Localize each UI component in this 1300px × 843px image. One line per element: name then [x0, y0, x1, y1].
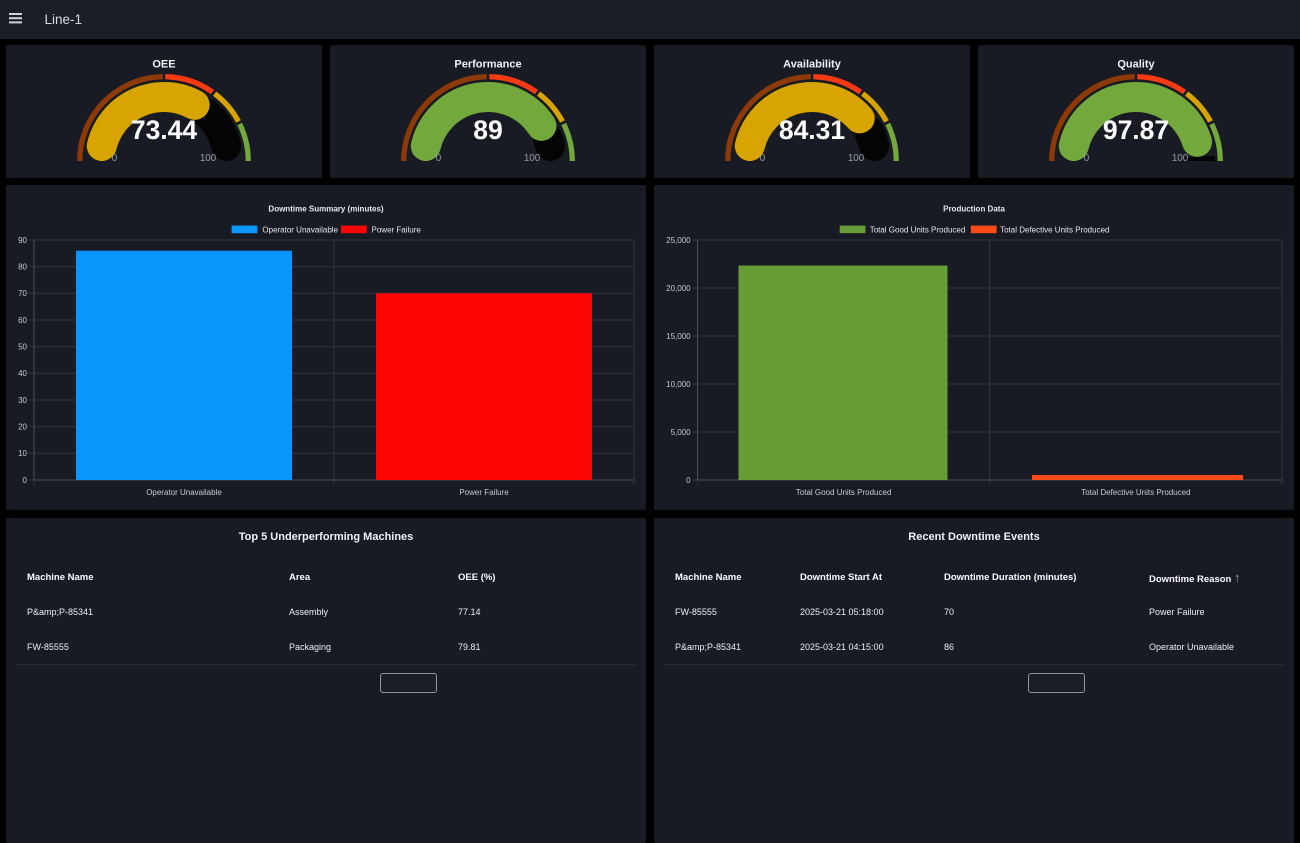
svg-text:OEE: OEE [152, 59, 175, 71]
svg-text:40: 40 [18, 369, 27, 378]
svg-text:0: 0 [1084, 153, 1090, 164]
svg-text:Operator Unavailable: Operator Unavailable [262, 225, 338, 234]
svg-text:0: 0 [112, 153, 118, 164]
svg-text:Power Failure: Power Failure [459, 488, 509, 497]
svg-text:70: 70 [18, 289, 27, 298]
svg-text:0: 0 [686, 476, 691, 485]
svg-text:100: 100 [1172, 153, 1189, 164]
svg-text:84.31: 84.31 [779, 115, 845, 145]
svg-text:100: 100 [848, 153, 865, 164]
svg-text:30: 30 [18, 396, 27, 405]
svg-text:60: 60 [18, 316, 27, 325]
svg-text:Availability: Availability [783, 59, 842, 71]
svg-text:Total Good Units Produced: Total Good Units Produced [796, 488, 892, 497]
svg-text:97.87: 97.87 [1103, 115, 1169, 145]
svg-text:Total Good Units Produced: Total Good Units Produced [870, 225, 966, 234]
svg-text:80: 80 [18, 263, 27, 272]
svg-text:0: 0 [760, 153, 766, 164]
svg-text:89: 89 [473, 115, 502, 145]
svg-text:100: 100 [200, 153, 217, 164]
svg-text:Quality: Quality [1117, 59, 1155, 71]
svg-text:100: 100 [524, 153, 541, 164]
svg-text:15,000: 15,000 [666, 332, 691, 341]
svg-text:Power Failure: Power Failure [372, 225, 422, 234]
svg-text:Performance: Performance [454, 59, 521, 71]
svg-text:10: 10 [18, 449, 27, 458]
svg-text:0: 0 [436, 153, 442, 164]
svg-text:10,000: 10,000 [666, 380, 691, 389]
svg-text:Downtime Summary (minutes): Downtime Summary (minutes) [268, 204, 383, 213]
svg-text:25,000: 25,000 [666, 236, 691, 245]
svg-text:0: 0 [23, 476, 28, 485]
svg-text:90: 90 [18, 236, 27, 245]
svg-text:Total Defective Units Produced: Total Defective Units Produced [1000, 225, 1109, 234]
svg-text:50: 50 [18, 343, 27, 352]
svg-text:20: 20 [18, 423, 27, 432]
svg-text:Total Defective Units Produced: Total Defective Units Produced [1081, 488, 1190, 497]
svg-text:Production Data: Production Data [943, 204, 1005, 213]
svg-text:73.44: 73.44 [131, 115, 198, 145]
svg-text:20,000: 20,000 [666, 284, 691, 293]
svg-text:5,000: 5,000 [671, 428, 692, 437]
svg-text:Operator Unavailable: Operator Unavailable [146, 488, 222, 497]
